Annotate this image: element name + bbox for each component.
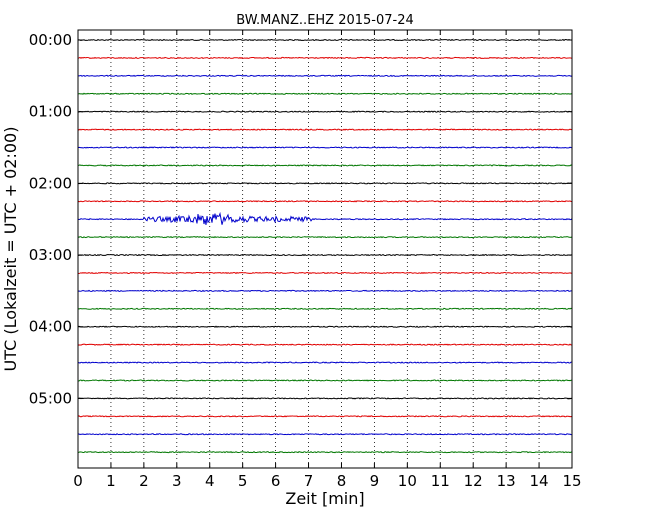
x-tick-label: 8 <box>337 472 347 490</box>
x-tick-group: 0 1 2 3 4 5 6 7 8 9 10 11 12 13 14 15 <box>73 30 582 490</box>
seismic-trace <box>77 271 573 275</box>
y-tick-label: 01:00 <box>29 103 72 121</box>
trace-group <box>77 38 573 454</box>
x-tick-label: 14 <box>530 472 549 490</box>
seismic-trace <box>77 56 573 60</box>
seismic-trace <box>77 110 573 113</box>
seismic-trace <box>77 236 573 239</box>
x-tick-label: 11 <box>431 472 450 490</box>
seismic-trace <box>77 397 573 400</box>
y-tick-label: 00:00 <box>29 31 72 49</box>
x-tick-label: 3 <box>172 472 182 490</box>
x-tick-label: 10 <box>398 472 417 490</box>
plot-frame <box>77 29 573 469</box>
seismic-trace <box>77 211 573 225</box>
y-tick-label: 03:00 <box>29 246 72 264</box>
seismic-trace <box>77 415 573 418</box>
x-tick-label: 0 <box>73 472 83 490</box>
x-tick-label: 7 <box>304 472 314 490</box>
y-tick-label: 04:00 <box>29 318 72 336</box>
seismic-trace <box>77 307 573 310</box>
seismic-trace <box>77 164 573 167</box>
seismic-trace <box>77 289 573 292</box>
y-tick-label: 02:00 <box>29 174 72 192</box>
seismic-trace <box>77 182 573 185</box>
seismic-trace <box>77 433 573 436</box>
x-tick-label: 9 <box>370 472 380 490</box>
seismic-trace <box>77 253 573 257</box>
x-tick-label: 15 <box>562 472 581 490</box>
seismic-trace <box>77 92 573 95</box>
seismic-trace <box>77 128 573 131</box>
seismic-trace <box>77 361 573 364</box>
vertical-grid <box>110 30 540 468</box>
seismic-trace <box>77 343 573 346</box>
y-tick-group: 00:00 01:00 02:00 03:00 04:00 05:00 <box>29 31 572 407</box>
y-axis-label: UTC (Lokalzeit = UTC + 02:00) <box>1 127 20 372</box>
seismic-trace <box>77 38 573 42</box>
seismic-trace <box>77 200 573 203</box>
seismic-trace <box>77 74 573 77</box>
x-tick-label: 1 <box>106 472 116 490</box>
seismic-trace <box>77 451 573 454</box>
x-tick-label: 2 <box>139 472 149 490</box>
seismic-trace <box>77 325 573 328</box>
chart-title: BW.MANZ..EHZ 2015-07-24 <box>236 13 414 28</box>
seismic-trace <box>77 379 573 382</box>
y-tick-label: 05:00 <box>29 389 72 407</box>
seismic-trace <box>77 146 572 149</box>
x-tick-label: 12 <box>464 472 483 490</box>
x-tick-label: 6 <box>271 472 281 490</box>
x-axis-label: Zeit [min] <box>285 489 364 508</box>
x-tick-label: 13 <box>497 472 516 490</box>
x-tick-label: 5 <box>238 472 248 490</box>
x-tick-label: 4 <box>205 472 215 490</box>
